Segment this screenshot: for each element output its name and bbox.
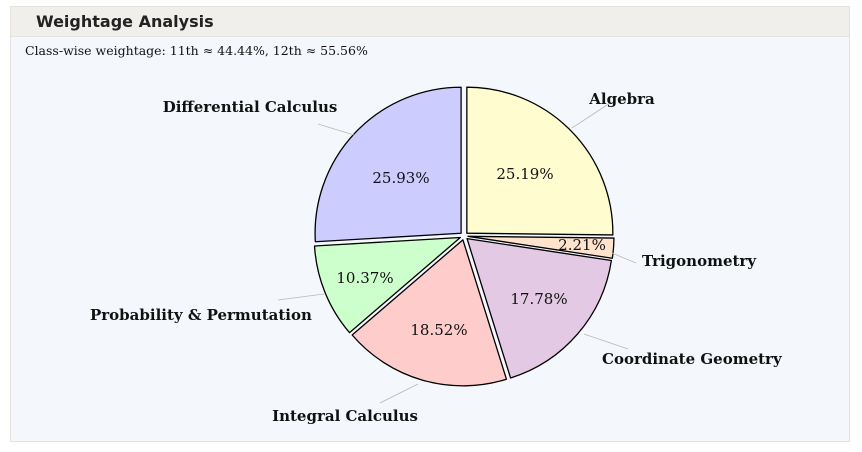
pct-label-trigonometry: 2.21% xyxy=(558,236,606,254)
pie-slice-coordinate-geometry xyxy=(466,237,613,379)
panel-header: Weightage Analysis xyxy=(11,7,849,37)
slice-label-coordinate-geometry: Coordinate Geometry xyxy=(602,350,783,368)
slice-label-trigonometry: Trigonometry xyxy=(642,252,757,270)
pct-label-algebra: 25.19% xyxy=(496,165,553,183)
pct-label-differential-calculus: 25.93% xyxy=(372,169,429,187)
chart-subtitle: Class-wise weightage: 11th ≈ 44.44%, 12t… xyxy=(25,43,368,58)
leader-line-integral-calculus xyxy=(379,383,419,404)
pie-slice-integral-calculus xyxy=(351,239,508,387)
pie-slice-probability-permutation xyxy=(313,236,461,334)
pie-slice-trigonometry xyxy=(467,235,615,259)
leader-line-differential-calculus xyxy=(317,123,355,136)
pct-label-integral-calculus: 18.52% xyxy=(410,321,467,339)
slice-label-integral-calculus: Integral Calculus xyxy=(272,407,418,425)
leader-line-probability-permutation xyxy=(277,293,325,301)
slice-label-differential-calculus: Differential Calculus xyxy=(163,98,338,116)
pie-slice-differential-calculus xyxy=(314,86,462,243)
pct-label-probability-permutation: 10.37% xyxy=(336,269,393,287)
panel-title: Weightage Analysis xyxy=(36,12,214,31)
leader-line-algebra xyxy=(571,102,611,129)
pct-label-coordinate-geometry: 17.78% xyxy=(510,290,567,308)
leader-line-coordinate-geometry xyxy=(583,333,629,350)
leader-line-trigonometry xyxy=(611,252,637,264)
slice-label-algebra: Algebra xyxy=(588,90,655,108)
pie-slice-algebra xyxy=(466,86,614,236)
slice-label-probability-permutation: Probability & Permutation xyxy=(90,306,312,324)
